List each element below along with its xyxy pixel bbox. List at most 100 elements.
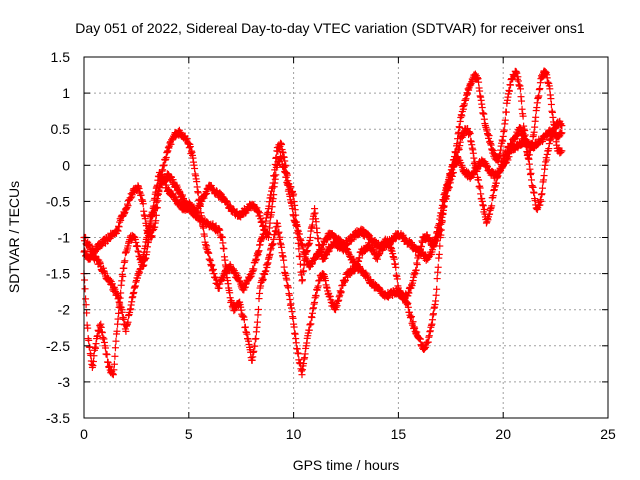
data-point [308,221,316,229]
y-tick-label: -2 [58,302,71,318]
data-point [558,147,566,155]
data-point [84,324,92,332]
data-point [252,335,260,343]
y-tick-label: 1.5 [51,49,71,65]
chart-title: Day 051 of 2022, Sidereal Day-to-day VTE… [75,20,585,36]
data-point [103,351,111,359]
data-point [120,264,128,272]
data-point [111,352,119,360]
data-point [456,124,464,132]
data-point [513,69,521,77]
y-tick-label: 0.5 [51,121,71,137]
x-tick-label: 15 [391,426,407,442]
y-tick-label: -3 [58,374,71,390]
data-point [250,265,258,273]
data-point [101,344,109,352]
data-point [297,271,305,279]
data-point [253,318,261,326]
data-point [532,113,540,121]
data-point [485,132,493,140]
y-tick-label: -0.5 [46,193,70,209]
data-point [546,85,554,93]
y-tick-label: -1 [58,230,71,246]
data-point [81,285,89,293]
data-point [516,85,524,93]
data-point [272,153,280,161]
data-point [519,112,527,120]
data-point [540,172,548,180]
data-point [393,275,401,283]
data-point [392,263,400,271]
y-axis-label: SDTVAR / TECUs [6,181,22,293]
data-point [276,233,284,241]
data-point [81,276,89,284]
x-tick-label: 0 [80,426,88,442]
data-point [413,261,421,269]
data-point [270,172,278,180]
data-point [294,350,302,358]
data-point [505,87,513,95]
data-point [531,123,539,131]
data-point [412,266,420,274]
x-tick-label: 5 [185,426,193,442]
data-point [432,291,440,299]
x-axis-tick-labels: 0 5 10 15 20 25 [80,426,616,442]
y-tick-label: 1 [62,85,70,101]
data-point [500,126,508,134]
data-point [254,305,262,313]
data-point [535,92,543,100]
data-point [121,257,129,265]
data-point [113,327,121,335]
data-point [547,95,555,103]
data-point [296,260,304,268]
data-point [201,232,209,240]
data-point [536,85,544,93]
data-point [434,263,442,271]
data-point [433,285,441,293]
data-point [435,250,443,258]
data-point [433,275,441,283]
data-point [115,309,123,317]
data-point [547,100,555,108]
data-point [307,320,315,328]
data-point [539,184,546,192]
data-point [314,235,322,243]
data-point [262,267,270,275]
data-point [290,323,298,331]
data-point [112,337,120,345]
data-point [501,116,509,124]
y-tick-label: -3.5 [46,410,70,426]
data-point [518,97,526,105]
data-point [527,169,535,177]
y-tick-label: -1.5 [46,266,70,282]
y-tick-label: 0 [62,157,70,173]
data-point [186,143,194,151]
data-point [85,336,93,344]
data-point [240,316,248,324]
data-point [110,360,118,368]
x-tick-label: 25 [600,426,616,442]
data-point [306,234,314,241]
data-point [222,263,230,271]
data-point [274,222,282,230]
data-point [280,256,288,264]
data-point [312,218,320,226]
data-point [139,200,147,208]
data-point [502,108,510,116]
data-point [119,272,127,280]
data-points [80,67,566,379]
data-point [118,277,126,285]
data-point [111,344,119,352]
data-point [295,245,303,253]
data-point [275,228,283,236]
data-point [299,276,307,284]
data-point [220,245,228,253]
data-point [312,292,320,300]
x-axis-label: GPS time / hours [293,457,400,473]
data-point [205,249,213,257]
data-point [251,342,259,350]
data-point [479,202,487,210]
x-tick-label: 10 [286,426,302,442]
y-axis-tick-labels: -3.5 -3 -2.5 -2 -1.5 -1 -0.5 0 0.5 1 1.5 [46,49,70,426]
